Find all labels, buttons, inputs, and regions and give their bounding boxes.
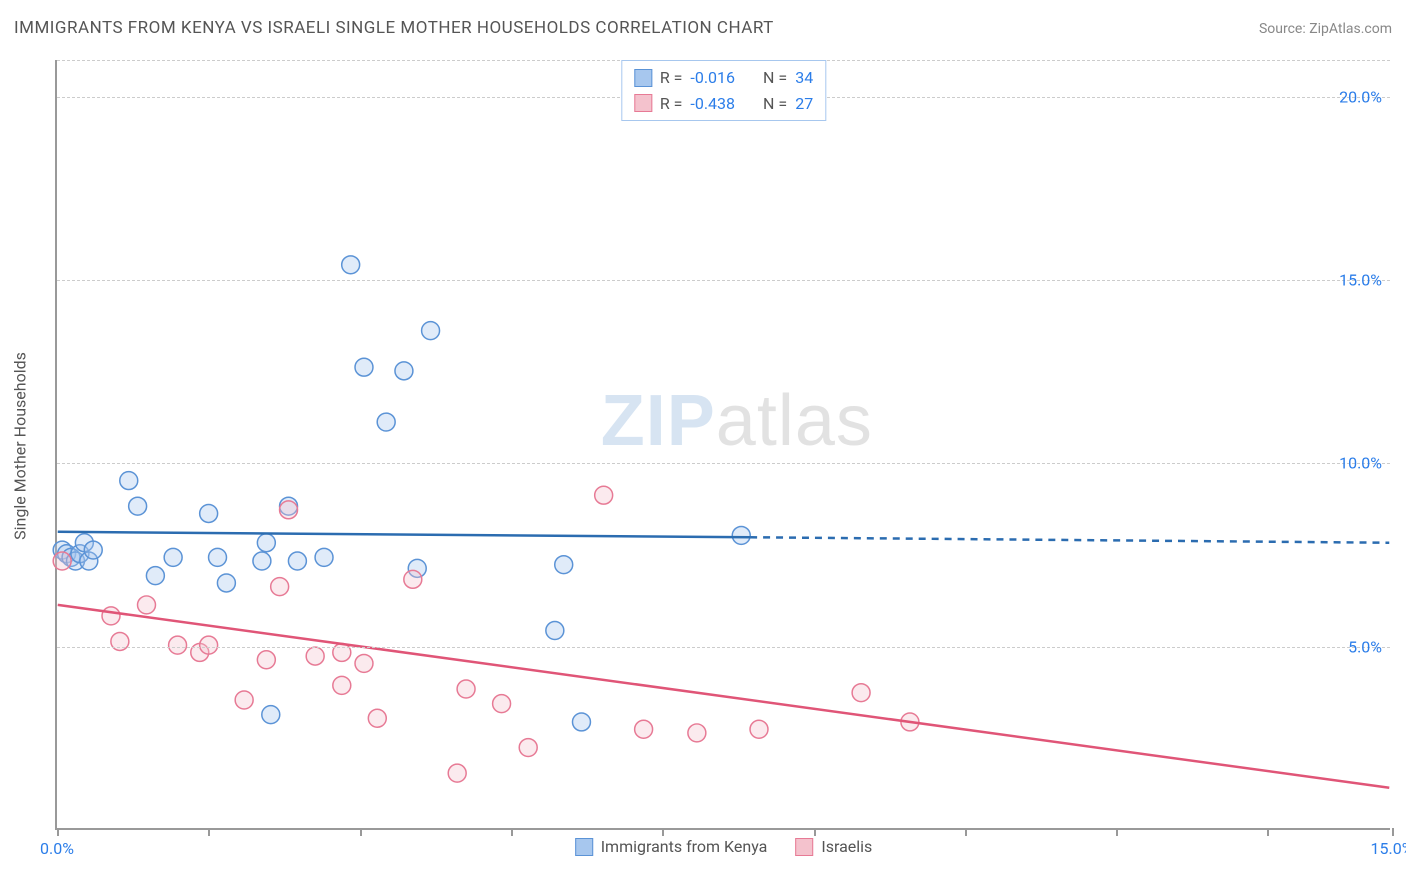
legend-swatch: [634, 94, 652, 112]
legend-r-value: -0.016: [690, 65, 735, 91]
data-point: [164, 548, 182, 566]
data-point: [306, 647, 324, 665]
data-point: [493, 695, 511, 713]
x-tick: [814, 828, 816, 836]
chart-svg: [57, 60, 1390, 828]
data-point: [555, 556, 573, 574]
data-point: [333, 676, 351, 694]
data-point: [750, 720, 768, 738]
data-point: [209, 548, 227, 566]
data-point: [169, 636, 187, 654]
data-point: [368, 709, 386, 727]
regression-line: [58, 605, 1390, 788]
data-point: [257, 651, 275, 669]
x-tick: [965, 828, 967, 836]
data-point: [457, 680, 475, 698]
legend-row: R = -0.438 N = 27: [634, 91, 813, 117]
data-point: [217, 574, 235, 592]
x-tick: [1116, 828, 1118, 836]
data-point: [138, 596, 156, 614]
x-tick: [1267, 828, 1269, 836]
data-point: [280, 501, 298, 519]
data-point: [635, 720, 653, 738]
x-tick: [511, 828, 513, 836]
data-point: [111, 633, 129, 651]
legend-r-value: -0.438: [690, 91, 735, 117]
x-tick: [1392, 828, 1394, 836]
source-label: Source: ZipAtlas.com: [1259, 21, 1392, 37]
data-point: [377, 413, 395, 431]
data-point: [595, 486, 613, 504]
data-point: [235, 691, 253, 709]
gridline: [57, 463, 1390, 464]
legend-swatch: [575, 838, 593, 856]
data-point: [102, 607, 120, 625]
series-legend: Immigrants from Kenya Israelis: [575, 837, 873, 856]
data-point: [262, 706, 280, 724]
data-point: [257, 534, 275, 552]
y-tick-label: 15.0%: [1339, 271, 1382, 290]
legend-row: R = -0.016 N = 34: [634, 65, 813, 91]
data-point: [546, 622, 564, 640]
legend-n-value: 34: [795, 65, 813, 91]
regression-line: [58, 532, 750, 537]
legend-n-label: N =: [763, 65, 787, 91]
x-tick: [662, 828, 664, 836]
data-point: [342, 256, 360, 274]
data-point: [200, 636, 218, 654]
legend-r-label: R =: [660, 91, 683, 117]
y-tick-label: 5.0%: [1348, 637, 1382, 656]
gridline: [57, 280, 1390, 281]
data-point: [422, 322, 440, 340]
gridline: [57, 647, 1390, 648]
data-point: [395, 362, 413, 380]
y-tick-label: 10.0%: [1339, 454, 1382, 473]
legend-swatch: [795, 838, 813, 856]
legend-n-label: N =: [763, 91, 787, 117]
series-legend-item: Immigrants from Kenya: [575, 837, 768, 856]
plot-area: ZIPatlas R =-0.016N =34R =-0.438N =27 Im…: [55, 60, 1390, 830]
data-point: [852, 684, 870, 702]
series-legend-item: Israelis: [795, 837, 872, 856]
data-point: [572, 713, 590, 731]
data-point: [53, 552, 71, 570]
x-tick-label: 0.0%: [40, 839, 74, 858]
data-point: [315, 548, 333, 566]
legend-n-value: 27: [795, 91, 813, 117]
data-point: [355, 358, 373, 376]
data-point: [448, 764, 466, 782]
data-point: [355, 654, 373, 672]
x-tick: [57, 828, 59, 836]
data-point: [129, 497, 147, 515]
regression-line-dashed: [750, 537, 1389, 542]
data-point: [688, 724, 706, 742]
x-tick-label: 15.0%: [1371, 839, 1406, 858]
data-point: [253, 552, 271, 570]
data-point: [271, 578, 289, 596]
series-name: Israelis: [821, 837, 872, 856]
data-point: [120, 472, 138, 490]
legend-swatch: [634, 69, 652, 87]
data-point: [519, 739, 537, 757]
chart-title: IMMIGRANTS FROM KENYA VS ISRAELI SINGLE …: [14, 18, 774, 38]
series-name: Immigrants from Kenya: [601, 837, 768, 856]
legend-r-label: R =: [660, 65, 683, 91]
data-point: [404, 570, 422, 588]
y-tick-label: 20.0%: [1339, 87, 1382, 106]
data-point: [288, 552, 306, 570]
x-tick: [208, 828, 210, 836]
x-tick: [360, 828, 362, 836]
data-point: [146, 567, 164, 585]
data-point: [84, 541, 102, 559]
data-point: [732, 526, 750, 544]
y-axis-title: Single Mother Households: [11, 352, 30, 540]
correlation-legend: R = -0.016 N = 34 R = -0.438 N = 27: [621, 60, 826, 121]
data-point: [200, 505, 218, 523]
